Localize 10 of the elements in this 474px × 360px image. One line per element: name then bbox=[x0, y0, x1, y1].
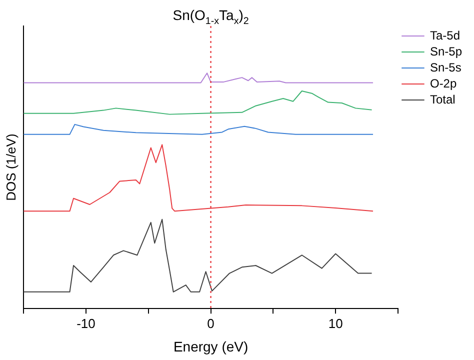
legend-label: Sn-5s bbox=[430, 60, 462, 74]
legend-label: Total bbox=[430, 92, 456, 106]
y-axis-title: DOS (1/eV) bbox=[3, 134, 18, 201]
x-tick-label: -10 bbox=[76, 316, 96, 331]
x-axis-title: Energy (eV) bbox=[173, 338, 248, 354]
x-tick-label: 10 bbox=[328, 316, 343, 331]
x-tick-label: 0 bbox=[207, 316, 214, 331]
legend-label: Sn-5p bbox=[430, 44, 462, 58]
legend-label: Ta-5d bbox=[430, 28, 460, 42]
legend-label: O-2p bbox=[430, 76, 457, 90]
